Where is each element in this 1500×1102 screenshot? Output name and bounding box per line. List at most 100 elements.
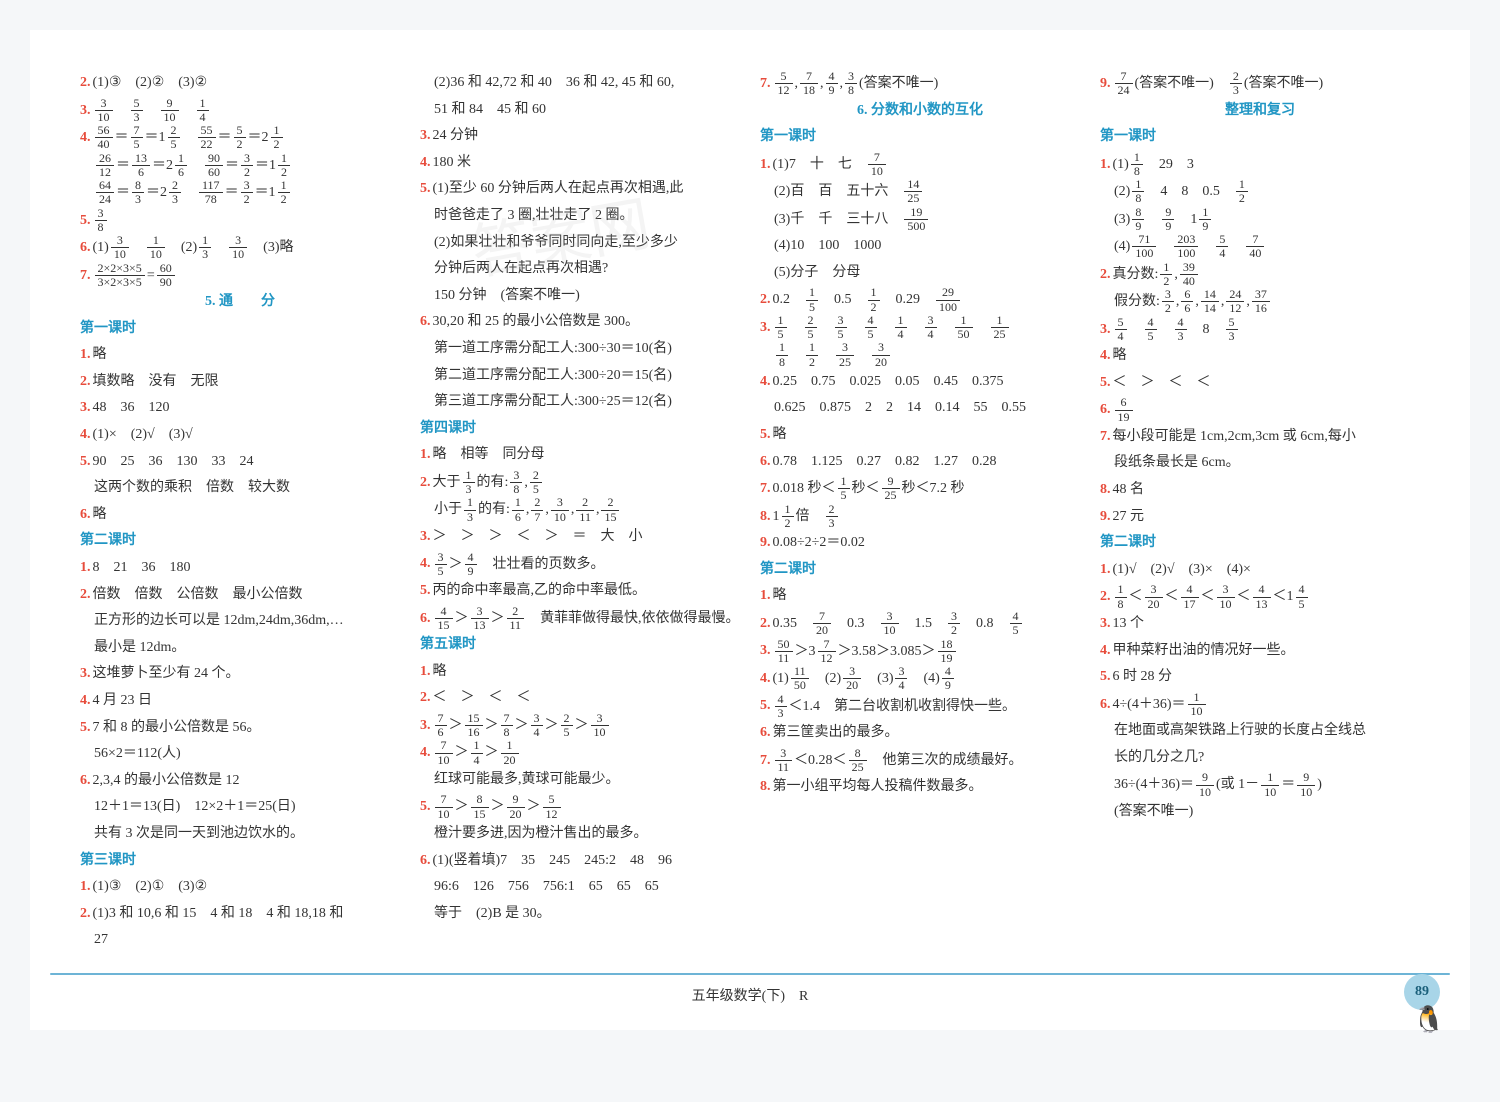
t: 第二道工序需分配工人:300÷20＝15(名) (434, 368, 672, 383)
t: ＜1 (1273, 589, 1294, 604)
t: ＜ (1129, 589, 1143, 604)
t: (2)百 百 五十六 (774, 184, 902, 199)
frac: 710 (866, 157, 888, 172)
q-num: 3. (420, 529, 431, 544)
t: (1)③ (2)① (3)② (93, 879, 208, 894)
frac: 23 (824, 509, 840, 524)
t: 填数略 没有 无限 (93, 374, 219, 389)
q-num: 3. (80, 400, 91, 415)
t: ＞3 (795, 643, 816, 658)
q-num: 3. (420, 128, 431, 143)
q-num: 9. (760, 535, 771, 550)
t: 7 和 8 的最小公倍数是 56。 (93, 720, 261, 735)
q-num: 6. (420, 314, 431, 329)
lesson: 第一课时 (760, 124, 1080, 151)
frac: 45 (1294, 589, 1310, 604)
frac: 53 (1224, 322, 1240, 337)
lesson: 第五课时 (420, 632, 740, 659)
t: (答案不唯一) (859, 76, 938, 91)
frac: 15 (804, 292, 820, 307)
frac: 12 (780, 509, 796, 524)
t: ＜ (1237, 589, 1251, 604)
t: ＜ ＞ ＜ ＜ (433, 690, 531, 705)
q-num: 4. (80, 130, 91, 145)
t: 0.018 秒＜ (773, 481, 836, 496)
q-num: 4. (760, 374, 771, 389)
frac: 13 (461, 475, 477, 490)
t: 这两个数的乘积 倍数 较大数 (94, 480, 290, 495)
t: 倍 (796, 509, 824, 524)
t: (2) (1114, 184, 1130, 199)
t: 6 时 28 分 (1113, 669, 1173, 684)
t: 0.35 (773, 616, 812, 631)
t: ＜ (1201, 589, 1215, 604)
q-num: 5. (1100, 669, 1111, 684)
t: (3) (863, 671, 893, 686)
t: 48 名 (1113, 482, 1145, 497)
frac: 311 (773, 753, 795, 768)
q-num: 7. (80, 268, 91, 283)
t: 甲种菜籽出油的情况好一些。 (1113, 643, 1295, 658)
q-num: 9. (1100, 509, 1111, 524)
frac: 417 (1179, 589, 1201, 604)
t: (答案不唯一) (1114, 804, 1193, 819)
frac-list: 18 12 325 320 (774, 347, 892, 362)
frac: 6090 (155, 268, 177, 283)
t: 4÷(4＋36)＝ (1113, 697, 1186, 712)
q-num: 4. (80, 693, 91, 708)
t: 红球可能最多,黄球可能最少。 (434, 772, 620, 787)
frac-list: 710＞14＞120 (433, 745, 521, 760)
frac-list: 710＞815＞920＞512 (433, 799, 563, 814)
frac: 71100 (1130, 239, 1158, 254)
frac: 38 (93, 213, 109, 228)
q-num: 6. (1100, 697, 1111, 712)
q-num: 1. (760, 588, 771, 603)
q-num: 5. (80, 213, 91, 228)
t: 段纸条最长是 6cm。 (1114, 455, 1240, 470)
q-num: 3. (1100, 322, 1111, 337)
t: (1)× (2)√ (3)√ (93, 427, 193, 442)
q-num: 1. (1100, 157, 1111, 172)
lesson: 第二课时 (1100, 530, 1420, 557)
q-num: 7. (760, 753, 771, 768)
t: 1 (1176, 212, 1197, 227)
t: 150 分钟 (答案不唯一) (434, 288, 580, 303)
t: 0.3 (833, 616, 879, 631)
t: (5)分子 分母 (774, 265, 860, 280)
t: 的有: (478, 502, 510, 517)
frac: 23 (1228, 76, 1244, 91)
t: 秒＜ (852, 481, 880, 496)
t: 等于 (2)B 是 30。 (434, 906, 551, 921)
q-num: 2. (80, 374, 91, 389)
frac: 18 (1130, 184, 1146, 199)
t: 27 元 (1113, 509, 1145, 524)
t: 4 8 0.5 (1146, 184, 1234, 199)
q-num: 5. (1100, 375, 1111, 390)
q-num: 4. (420, 745, 431, 760)
t: ＞ (455, 611, 469, 626)
section-title: 5. 通 分 (80, 289, 400, 316)
frac: 925 (880, 481, 902, 496)
frac-list: 38,25 (508, 475, 544, 490)
t: 略 (773, 588, 787, 603)
footer-divider (50, 973, 1450, 975)
t: 8 (1189, 322, 1224, 337)
q-num: 3. (80, 666, 91, 681)
t: 第三筐卖出的最多。 (773, 725, 899, 740)
frac: 313 (469, 611, 491, 626)
frac: 35 (433, 556, 449, 571)
q-num: 2. (1100, 589, 1111, 604)
frac: 2×2×3×53×2×3×5 (93, 268, 147, 283)
q-num: 4. (420, 556, 431, 571)
q-num: 4. (760, 671, 771, 686)
t: ＞3.58＞3.085＞ (838, 643, 936, 658)
q-num: 5. (760, 427, 771, 442)
t: (1)至少 60 分钟后两人在起点再次相遇,此 (433, 181, 684, 196)
section-title: 6. 分数和小数的互化 (760, 98, 1080, 125)
t: 壮壮看的页数多。 (493, 556, 605, 571)
t: 黄菲菲做得最快,依依做得最慢。 (540, 611, 740, 626)
frac: 1150 (789, 671, 811, 686)
q-num: 1. (80, 879, 91, 894)
frac: 413 (1251, 589, 1273, 604)
frac: 712 (816, 643, 838, 658)
